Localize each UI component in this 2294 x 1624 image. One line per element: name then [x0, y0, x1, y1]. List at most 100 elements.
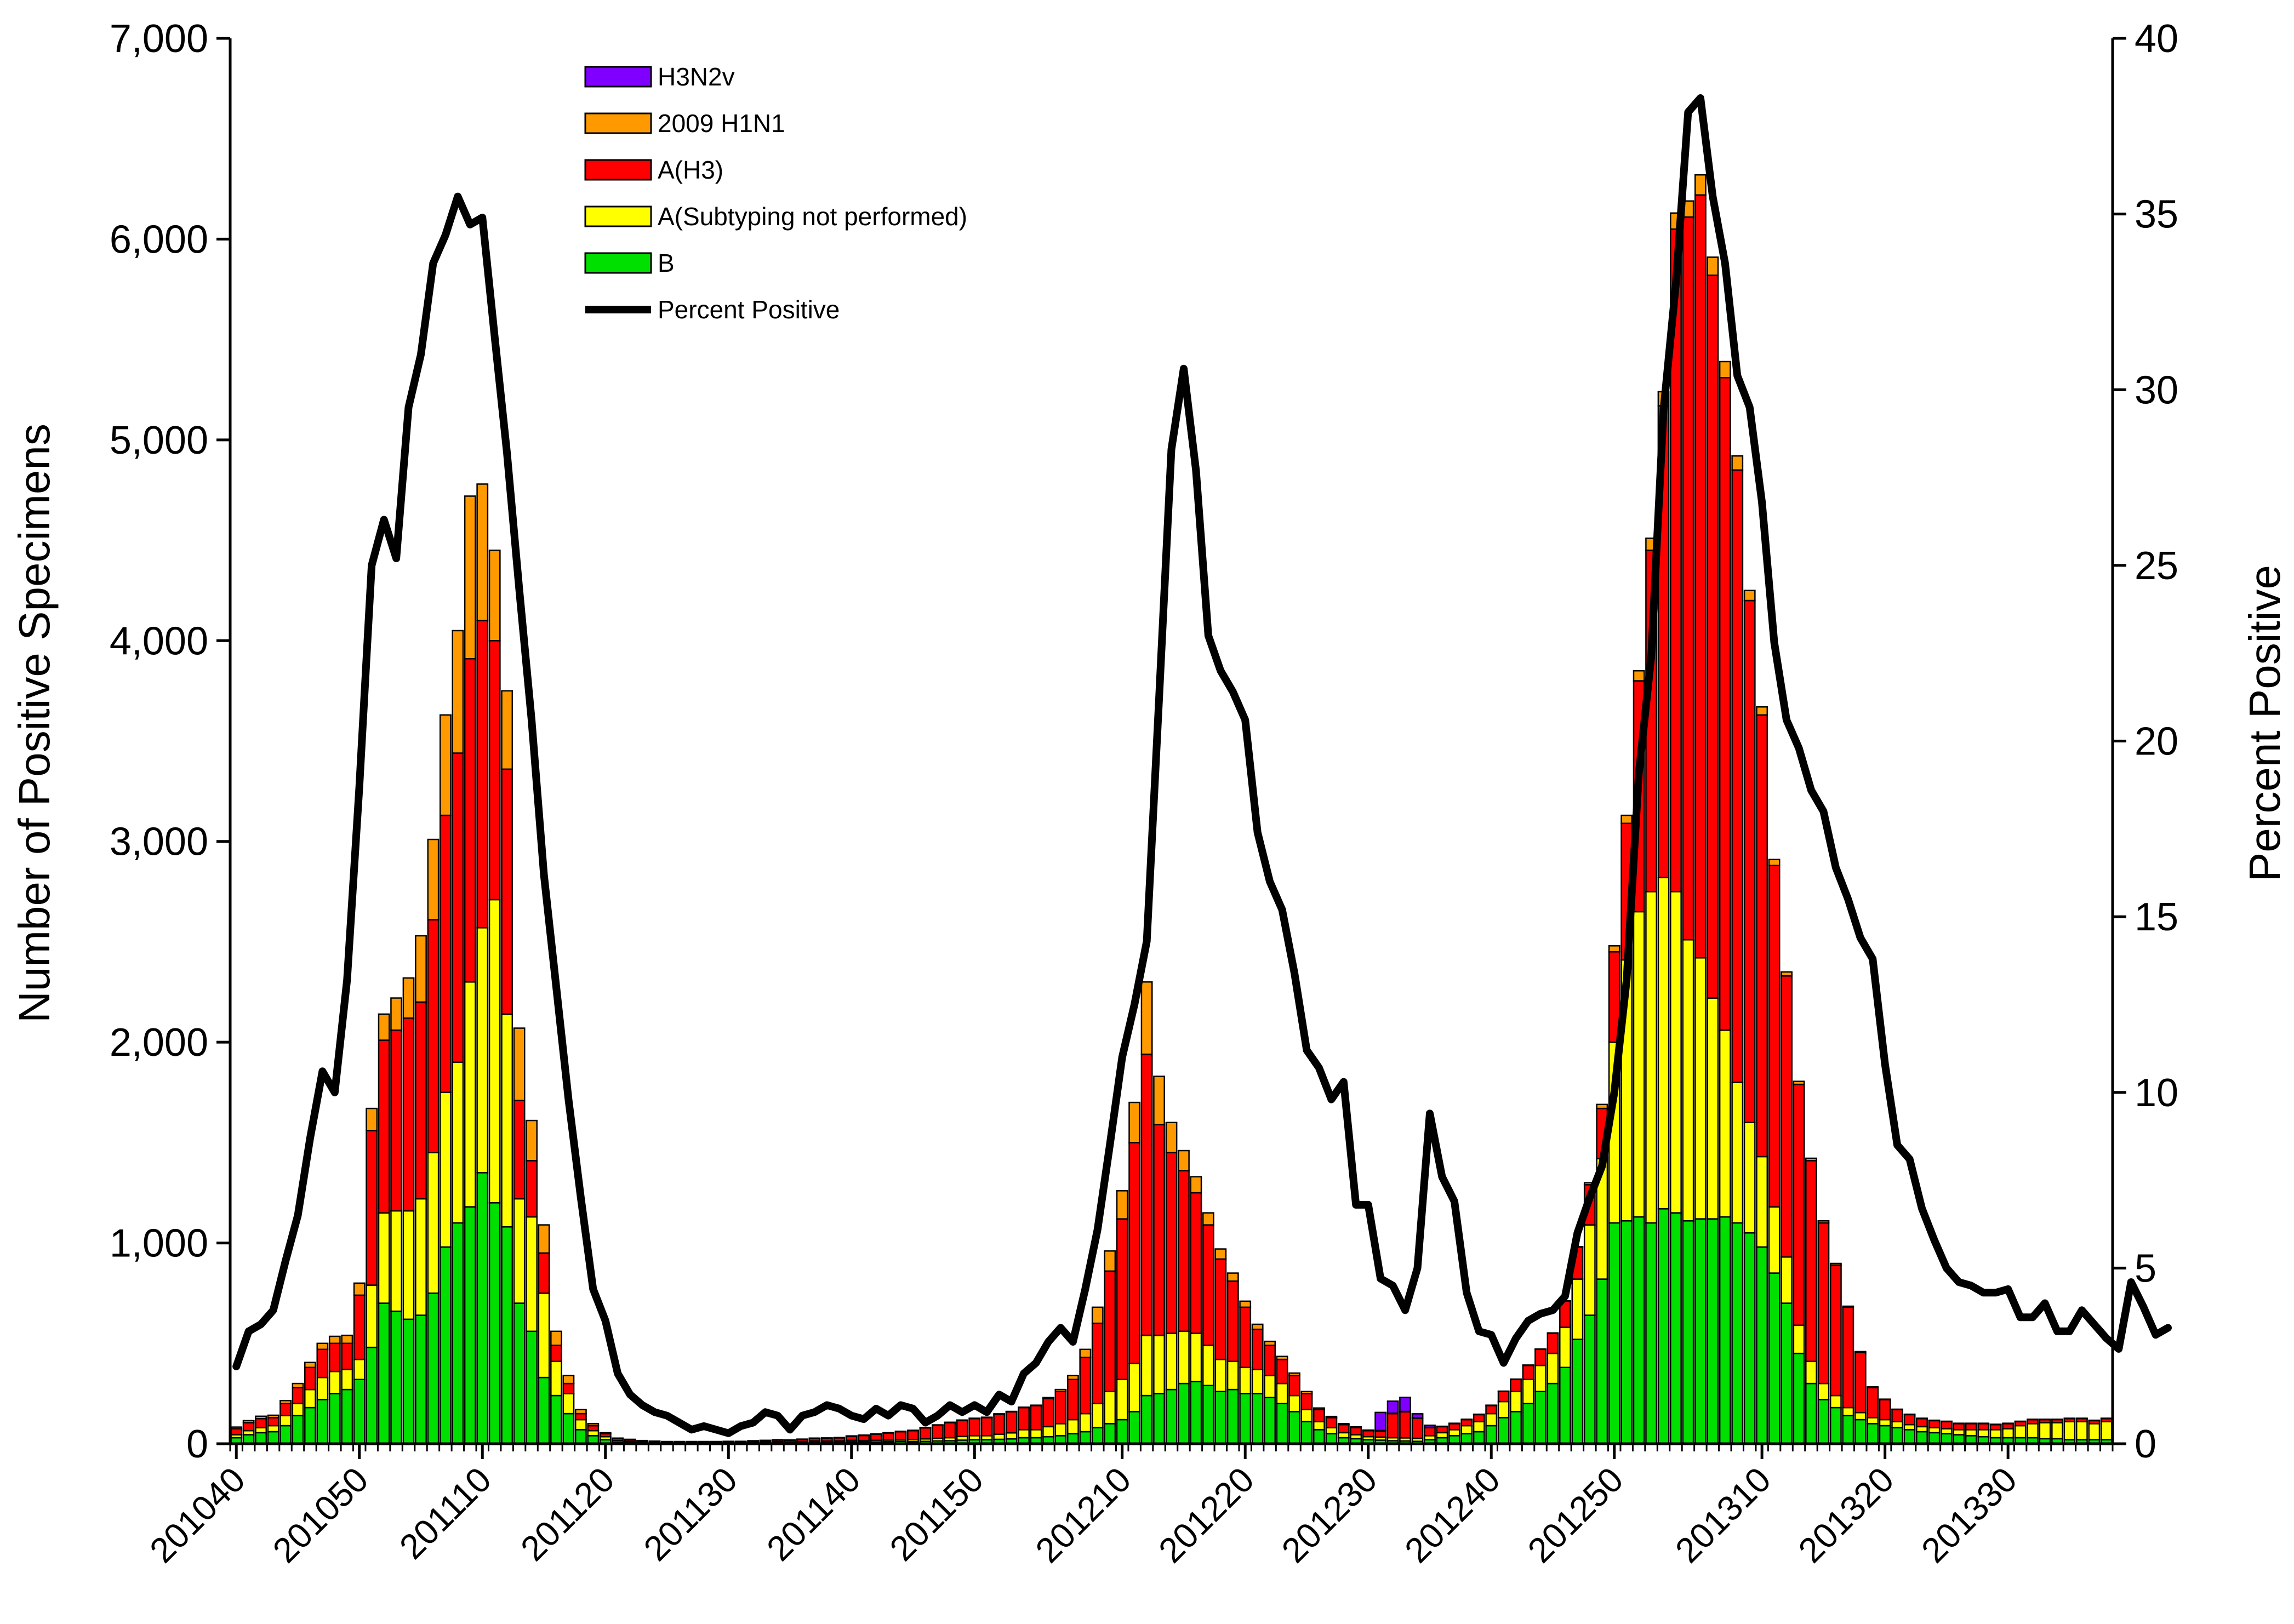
bar-h3-58 [944, 1422, 956, 1439]
bar-h1n1-104 [1510, 1378, 1522, 1380]
bar-h1n1-72 [1116, 1190, 1128, 1220]
bar-h1n1-4 [279, 1399, 292, 1404]
bar-b-111 [1596, 1278, 1608, 1445]
x-tick-label-13: 201320 [1791, 1460, 1902, 1570]
bar-h1n1-125 [1768, 859, 1781, 866]
bar-anot-67 [1054, 1423, 1067, 1437]
bar-h3-139 [1941, 1421, 1953, 1429]
bar-anot-151 [2088, 1423, 2101, 1440]
bar-h1n1-2 [255, 1415, 267, 1420]
y2-tick-label-2: 10 [2135, 1071, 2178, 1115]
bar-h1n1-24 [526, 1119, 538, 1162]
bar-h3-73 [1128, 1142, 1141, 1364]
bar-anot-138 [1928, 1427, 1941, 1434]
bar-b-20 [476, 1172, 489, 1445]
legend-label-b: B [658, 249, 675, 277]
bar-anot-73 [1128, 1363, 1141, 1413]
bar-h1n1-46 [796, 1438, 808, 1440]
bar-anot-25 [538, 1292, 550, 1379]
bar-h1n1-129 [1817, 1220, 1830, 1224]
bar-anot-28 [574, 1419, 587, 1431]
bar-h3-61 [980, 1417, 993, 1437]
bar-h1n1-119 [1694, 174, 1707, 196]
y2-tick-label-4: 20 [2135, 720, 2178, 764]
bar-h3-24 [526, 1160, 538, 1218]
bar-b-23 [513, 1302, 526, 1445]
bar-b-124 [1756, 1246, 1768, 1445]
bar-anot-106 [1534, 1364, 1547, 1392]
x-tick-label-10: 201240 [1397, 1460, 1508, 1570]
bar-b-22 [501, 1226, 513, 1445]
bar-anot-79 [1202, 1345, 1214, 1386]
bar-b-102 [1485, 1425, 1498, 1445]
bar-h3-67 [1054, 1391, 1067, 1425]
bar-h3-22 [501, 768, 513, 1015]
bar-h3n2v-94 [1386, 1400, 1399, 1414]
legend-label-pct: Percent Positive [658, 295, 840, 324]
bar-h3-2 [255, 1417, 267, 1428]
bar-h3-131 [1842, 1306, 1854, 1409]
bar-h3n2v-95 [1399, 1397, 1411, 1413]
bar-h3-107 [1547, 1333, 1559, 1354]
bar-anot-103 [1497, 1400, 1510, 1419]
bar-b-16 [427, 1292, 440, 1445]
bar-h3-4 [279, 1403, 292, 1416]
bar-anot-76 [1165, 1333, 1178, 1391]
bar-h3-105 [1522, 1364, 1534, 1380]
bar-h1n1-16 [427, 838, 440, 920]
bar-b-72 [1116, 1419, 1128, 1445]
bar-h3-96 [1411, 1417, 1424, 1439]
bar-h3-106 [1534, 1348, 1547, 1366]
x-tick-label-2: 201110 [392, 1460, 499, 1566]
bar-anot-125 [1768, 1206, 1781, 1274]
bar-b-106 [1534, 1391, 1547, 1445]
bar-h1n1-120 [1707, 256, 1719, 276]
bar-anot-29 [587, 1429, 600, 1437]
bar-anot-101 [1473, 1421, 1485, 1433]
bar-anot-104 [1510, 1391, 1522, 1413]
bar-b-122 [1731, 1222, 1744, 1445]
bar-anot-130 [1829, 1394, 1842, 1409]
bar-b-126 [1781, 1302, 1793, 1445]
bar-anot-110 [1583, 1224, 1596, 1316]
bar-h1n1-123 [1743, 590, 1756, 602]
bar-h3-82 [1239, 1306, 1252, 1369]
y2-tick-label-0: 0 [2135, 1422, 2156, 1466]
bar-b-27 [562, 1413, 575, 1445]
bar-anot-114 [1633, 911, 1645, 1218]
bars-layer [230, 174, 2113, 1445]
bar-b-103 [1497, 1417, 1510, 1445]
bar-b-68 [1066, 1433, 1079, 1445]
bar-h3-78 [1190, 1192, 1202, 1334]
bar-h1n1-143 [1989, 1423, 2002, 1426]
bar-anot-109 [1571, 1278, 1584, 1340]
bar-anot-71 [1104, 1391, 1116, 1425]
bar-h1n1-137 [1916, 1417, 1928, 1420]
bar-anot-139 [1941, 1428, 1953, 1434]
y-axis-title: Number of Positive Specimens [10, 424, 59, 1023]
legend-swatch-b [584, 252, 652, 274]
bar-h3-130 [1829, 1264, 1842, 1397]
bar-b-109 [1571, 1339, 1584, 1445]
bar-h1n1-64 [1018, 1406, 1030, 1409]
bar-h1n1-88 [1313, 1407, 1325, 1410]
bar-h1n1-26 [550, 1330, 562, 1346]
bar-h1n1-57 [932, 1424, 944, 1426]
bar-h1n1-8 [328, 1335, 341, 1345]
bar-h1n1-17 [439, 714, 452, 816]
bar-h3-125 [1768, 865, 1781, 1208]
bar-h1n1-51 [858, 1434, 870, 1437]
bar-anot-99 [1448, 1429, 1460, 1437]
bar-h3-123 [1743, 599, 1756, 1123]
bar-h3-21 [488, 640, 501, 901]
bar-b-82 [1239, 1393, 1252, 1445]
bar-anot-23 [513, 1198, 526, 1304]
bar-h3-20 [476, 620, 489, 929]
bar-h1n1-82 [1239, 1300, 1252, 1308]
bar-h3-124 [1756, 714, 1768, 1158]
bar-h3-74 [1140, 1053, 1153, 1336]
y2-tick-label-3: 15 [2135, 895, 2178, 939]
bar-anot-81 [1226, 1360, 1239, 1391]
bar-h1n1-145 [2014, 1420, 2027, 1422]
bar-h1n1-102 [1485, 1404, 1498, 1406]
